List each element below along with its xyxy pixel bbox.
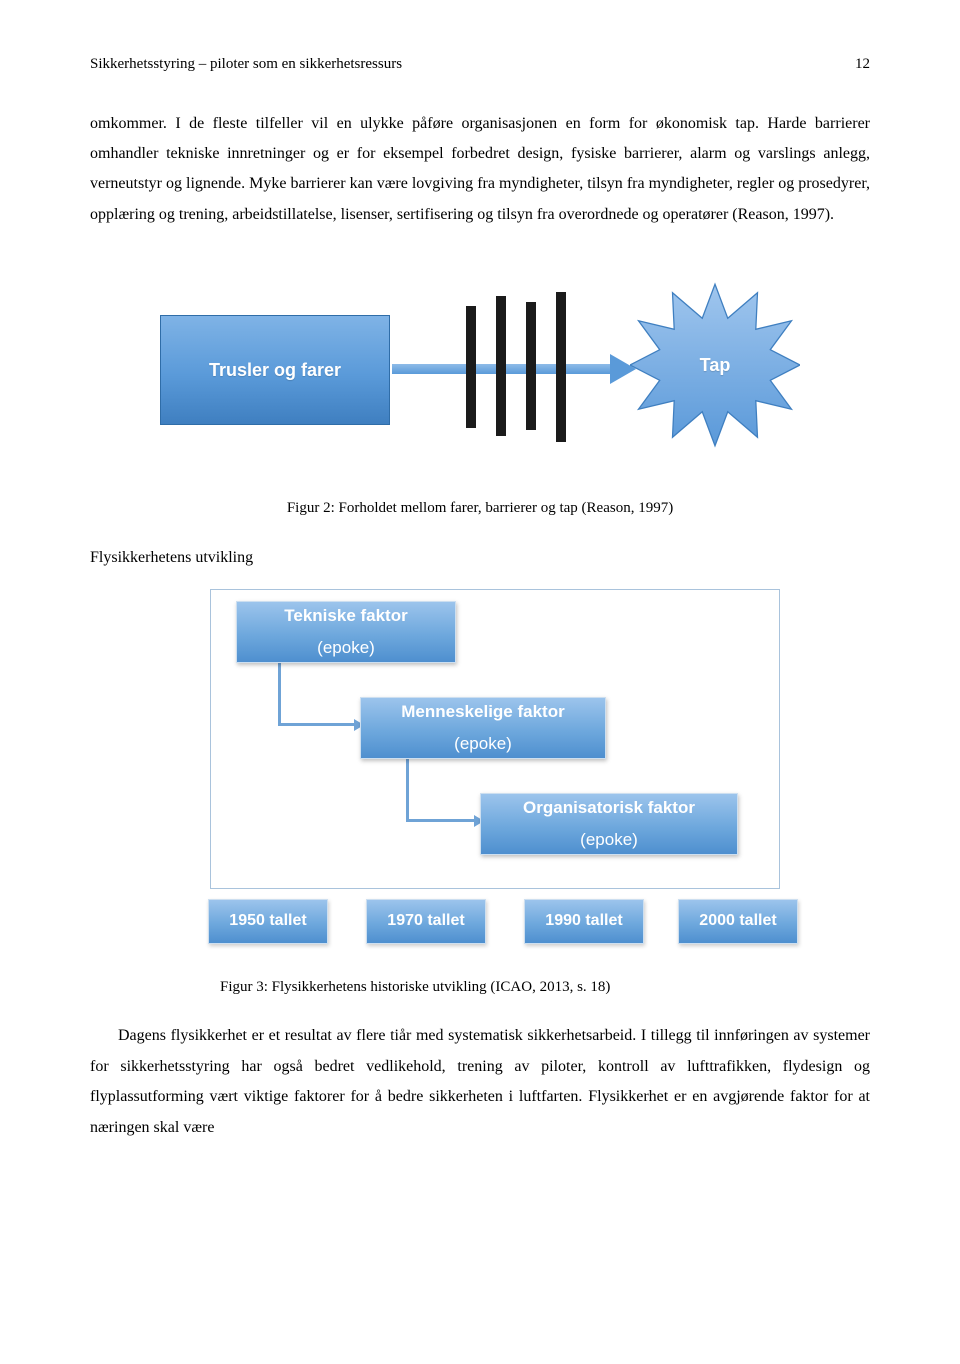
barrier-bar bbox=[466, 306, 476, 428]
factor-epoch-box: Menneskelige faktor(epoke) bbox=[360, 697, 606, 759]
body-paragraph-2: Dagens flysikkerhet er et resultat av fl… bbox=[90, 1021, 870, 1143]
threats-label: Trusler og farer bbox=[209, 353, 341, 387]
running-header: Sikkerhetsstyring – piloter som en sikke… bbox=[90, 50, 870, 79]
header-title: Sikkerhetsstyring – piloter som en sikke… bbox=[90, 50, 402, 79]
factor-title: Menneskelige faktor bbox=[401, 696, 564, 728]
factor-epoch-box: Organisatorisk faktor(epoke) bbox=[480, 793, 738, 855]
decade-label: 1950 tallet bbox=[229, 906, 306, 936]
factor-subtitle: (epoke) bbox=[580, 824, 638, 856]
decade-box: 1950 tallet bbox=[208, 899, 328, 944]
flow-arrow bbox=[392, 360, 637, 378]
section-heading: Flysikkerhetens utvikling bbox=[90, 543, 870, 573]
figure-3-canvas: Tekniske faktor(epoke)Menneskelige fakto… bbox=[160, 579, 800, 959]
connector-line bbox=[278, 723, 354, 726]
figure-2-canvas: Trusler og farer Tap bbox=[160, 260, 800, 480]
barrier-bar bbox=[496, 296, 506, 436]
connector-line bbox=[406, 759, 409, 821]
connector-line bbox=[406, 819, 474, 822]
decade-box: 1990 tallet bbox=[524, 899, 644, 944]
decade-label: 2000 tallet bbox=[699, 906, 776, 936]
page-number: 12 bbox=[855, 50, 870, 79]
figure-2-caption: Figur 2: Forholdet mellom farer, barrier… bbox=[90, 494, 870, 523]
threats-block: Trusler og farer bbox=[160, 315, 390, 425]
body-paragraph-1: omkommer. I de fleste tilfeller vil en u… bbox=[90, 109, 870, 231]
factor-subtitle: (epoke) bbox=[317, 632, 375, 664]
figure-3-caption: Figur 3: Flysikkerhetens historiske utvi… bbox=[90, 973, 870, 1002]
factor-title: Tekniske faktor bbox=[284, 600, 407, 632]
decade-label: 1990 tallet bbox=[545, 906, 622, 936]
loss-starburst: Tap bbox=[630, 280, 800, 450]
loss-label: Tap bbox=[630, 280, 800, 450]
connector-line bbox=[278, 663, 281, 725]
factor-title: Organisatorisk faktor bbox=[523, 792, 695, 824]
figure-2: Trusler og farer Tap bbox=[90, 260, 870, 480]
factor-epoch-box: Tekniske faktor(epoke) bbox=[236, 601, 456, 663]
barrier-bar bbox=[526, 302, 536, 430]
barrier-bar bbox=[556, 292, 566, 442]
decade-label: 1970 tallet bbox=[387, 906, 464, 936]
decade-box: 2000 tallet bbox=[678, 899, 798, 944]
figure-3: Tekniske faktor(epoke)Menneskelige fakto… bbox=[90, 579, 870, 959]
factor-subtitle: (epoke) bbox=[454, 728, 512, 760]
decade-box: 1970 tallet bbox=[366, 899, 486, 944]
